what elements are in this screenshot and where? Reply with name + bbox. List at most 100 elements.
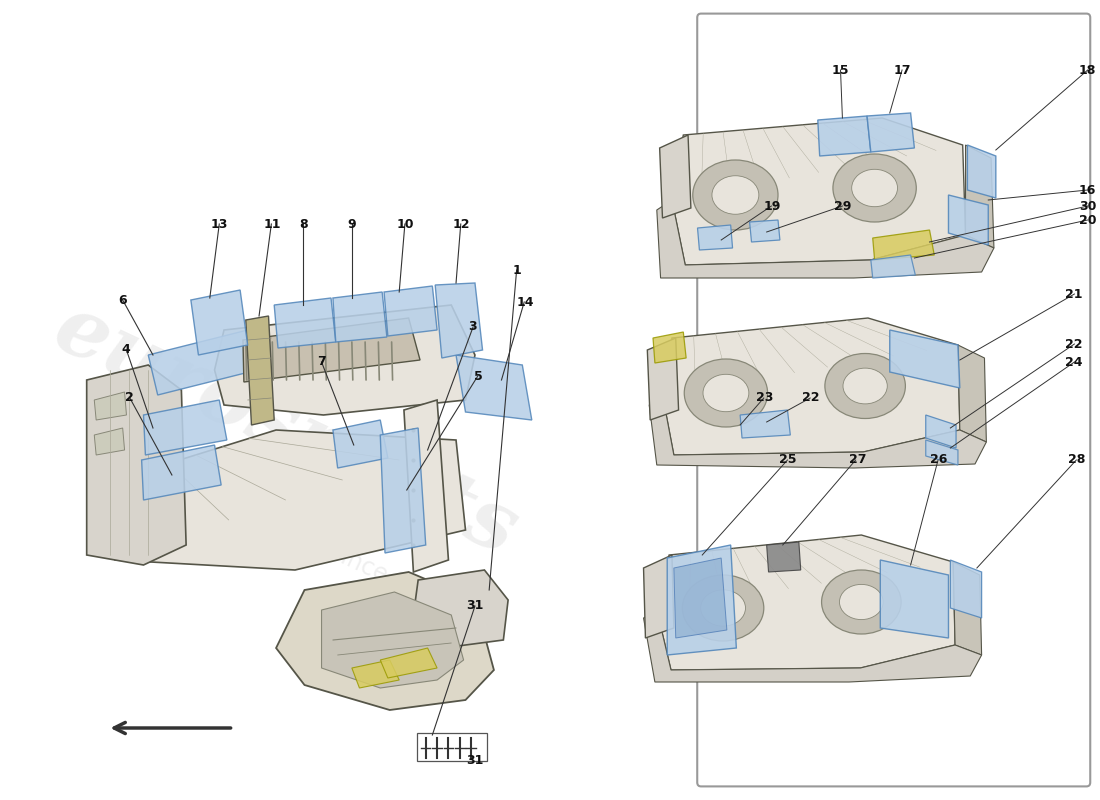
Polygon shape xyxy=(740,410,790,438)
Polygon shape xyxy=(644,555,674,638)
Text: 31: 31 xyxy=(466,599,484,612)
Polygon shape xyxy=(967,145,996,198)
Polygon shape xyxy=(867,113,914,152)
Text: 17: 17 xyxy=(893,64,911,77)
Polygon shape xyxy=(697,225,733,250)
Polygon shape xyxy=(436,283,483,358)
Polygon shape xyxy=(116,430,465,570)
Polygon shape xyxy=(95,392,126,420)
Text: 27: 27 xyxy=(848,454,866,466)
Polygon shape xyxy=(143,400,227,455)
Text: 25: 25 xyxy=(779,454,796,466)
Polygon shape xyxy=(668,545,736,655)
Polygon shape xyxy=(381,428,426,553)
Polygon shape xyxy=(749,220,780,242)
Polygon shape xyxy=(653,332,686,363)
Polygon shape xyxy=(456,355,531,420)
Polygon shape xyxy=(191,290,248,355)
Ellipse shape xyxy=(825,354,905,418)
Polygon shape xyxy=(214,305,475,415)
Ellipse shape xyxy=(843,368,888,404)
Text: 5: 5 xyxy=(474,370,483,382)
Polygon shape xyxy=(948,195,988,245)
Polygon shape xyxy=(674,558,727,638)
Polygon shape xyxy=(926,415,956,448)
Text: 7: 7 xyxy=(318,355,327,368)
Polygon shape xyxy=(321,592,463,688)
Text: 31: 31 xyxy=(466,754,484,766)
Polygon shape xyxy=(333,420,388,468)
Text: 19: 19 xyxy=(763,200,781,213)
Polygon shape xyxy=(966,145,994,248)
Polygon shape xyxy=(404,400,449,572)
Text: 18: 18 xyxy=(1079,64,1097,77)
Polygon shape xyxy=(662,318,960,455)
Polygon shape xyxy=(333,292,387,342)
Text: 13: 13 xyxy=(211,218,229,230)
Polygon shape xyxy=(872,230,934,260)
Polygon shape xyxy=(880,560,948,638)
FancyBboxPatch shape xyxy=(697,14,1090,786)
Polygon shape xyxy=(243,318,420,382)
Text: 3: 3 xyxy=(469,320,477,333)
Text: 2: 2 xyxy=(124,391,133,404)
Text: 22: 22 xyxy=(1065,338,1082,350)
Polygon shape xyxy=(95,428,124,455)
Ellipse shape xyxy=(833,154,916,222)
Polygon shape xyxy=(817,116,871,156)
Text: 6: 6 xyxy=(119,294,128,306)
Polygon shape xyxy=(767,542,801,572)
Text: eurosparts: eurosparts xyxy=(42,288,530,572)
Polygon shape xyxy=(657,535,955,670)
Polygon shape xyxy=(890,330,960,388)
Polygon shape xyxy=(647,338,679,420)
Polygon shape xyxy=(649,395,987,468)
Text: 4: 4 xyxy=(122,343,131,356)
Text: 16: 16 xyxy=(1079,184,1097,197)
Polygon shape xyxy=(148,330,257,395)
Text: 12: 12 xyxy=(453,218,470,230)
Text: 22: 22 xyxy=(802,391,820,404)
Text: 23: 23 xyxy=(756,391,773,404)
Polygon shape xyxy=(245,316,274,425)
Text: 11: 11 xyxy=(263,218,280,230)
Polygon shape xyxy=(142,445,221,500)
Ellipse shape xyxy=(684,359,768,427)
Ellipse shape xyxy=(712,176,759,214)
Ellipse shape xyxy=(839,584,883,619)
Polygon shape xyxy=(926,440,958,465)
Polygon shape xyxy=(414,570,508,650)
Ellipse shape xyxy=(682,575,763,641)
Text: a passion for parts since 1975: a passion for parts since 1975 xyxy=(725,454,964,566)
Ellipse shape xyxy=(851,170,898,206)
Text: 9: 9 xyxy=(348,218,356,230)
Text: 24: 24 xyxy=(1065,356,1082,369)
Polygon shape xyxy=(87,365,186,565)
Polygon shape xyxy=(954,562,981,655)
Ellipse shape xyxy=(703,374,749,412)
Polygon shape xyxy=(871,255,915,278)
Polygon shape xyxy=(274,298,336,348)
Text: 1: 1 xyxy=(513,264,521,277)
Text: 21: 21 xyxy=(1065,288,1082,301)
Text: 28: 28 xyxy=(1068,454,1086,466)
Text: 8: 8 xyxy=(299,218,307,230)
Polygon shape xyxy=(660,135,691,218)
Text: 29: 29 xyxy=(834,200,851,213)
Polygon shape xyxy=(276,572,494,710)
Ellipse shape xyxy=(701,590,746,626)
Ellipse shape xyxy=(693,160,778,230)
Polygon shape xyxy=(950,560,981,618)
Text: 14: 14 xyxy=(516,296,534,309)
Text: eurosparts: eurosparts xyxy=(662,334,1026,526)
Polygon shape xyxy=(644,610,981,682)
Text: 20: 20 xyxy=(1079,214,1097,226)
Polygon shape xyxy=(958,345,987,442)
Polygon shape xyxy=(384,286,437,336)
Text: 26: 26 xyxy=(930,454,947,466)
Polygon shape xyxy=(657,200,994,278)
Polygon shape xyxy=(672,118,966,265)
Ellipse shape xyxy=(822,570,901,634)
Text: 15: 15 xyxy=(832,64,849,77)
Text: 10: 10 xyxy=(396,218,414,230)
